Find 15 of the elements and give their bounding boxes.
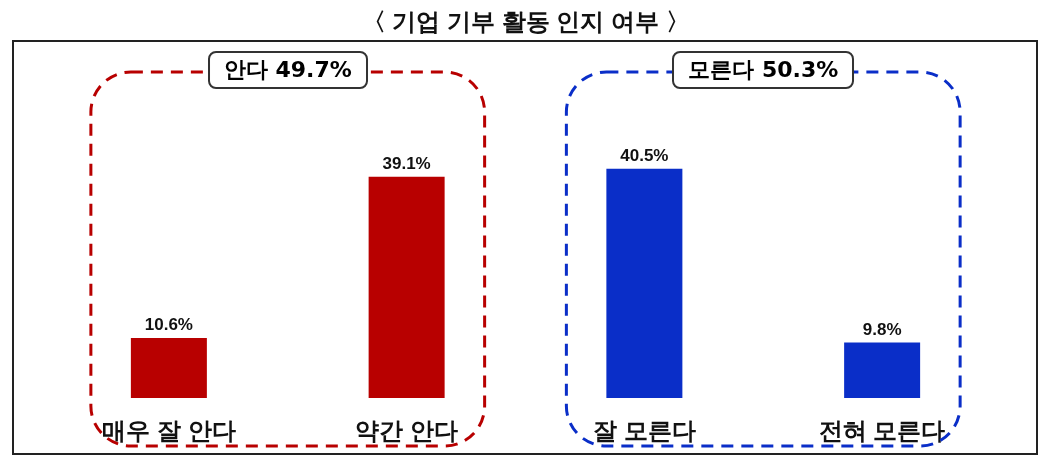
chart-title: 〈 기업 기부 활동 인지 여부 〉 (361, 7, 690, 35)
text: 안다 49.7% (207, 51, 368, 89)
text: 모른다 50.3% (672, 51, 855, 89)
x-tick-label: 전혀 모른다 (818, 416, 946, 444)
x-tick-label: 약간 안다 (355, 416, 458, 444)
bar (844, 342, 921, 398)
x-tick-label: 잘 모른다 (593, 416, 696, 444)
bar (130, 338, 207, 398)
data-label: 40.5% (620, 145, 669, 165)
bar (606, 168, 683, 398)
data-label: 10.6% (144, 315, 193, 334)
data-label: 9.8% (862, 319, 902, 339)
x-tick-label: 매우 잘 안다 (102, 416, 236, 444)
bar (368, 176, 445, 398)
data-label: 39.1% (382, 153, 431, 173)
